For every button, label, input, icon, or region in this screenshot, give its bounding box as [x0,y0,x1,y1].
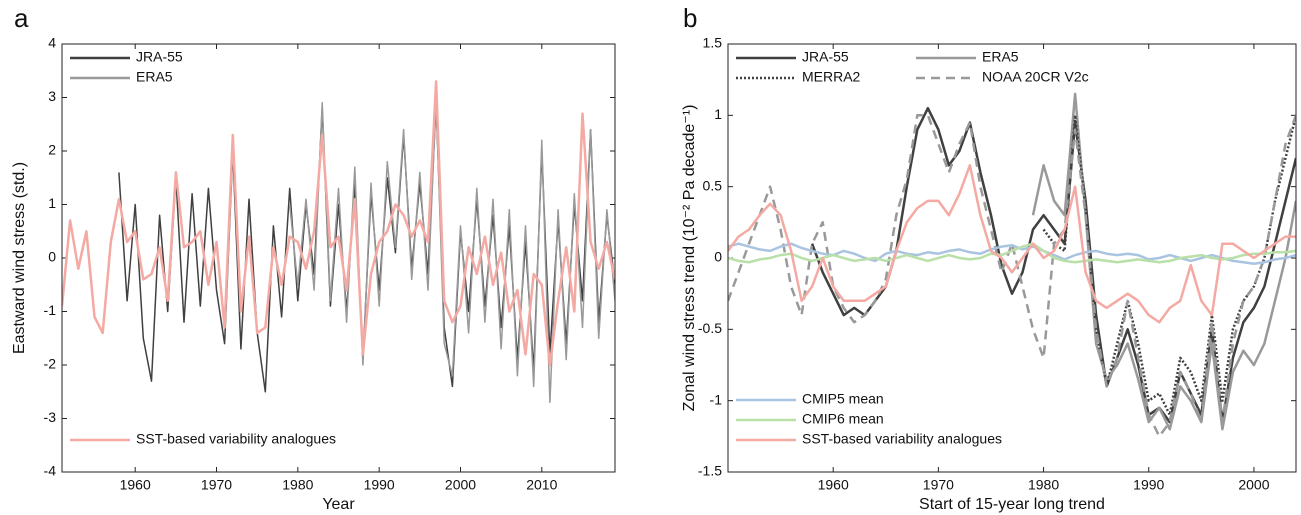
y-tick-label: 0.5 [703,177,723,193]
y-tick-label: 0 [48,249,56,265]
y-tick-label: -0.5 [698,320,722,336]
legend-label: MERRA2 [802,69,861,85]
panel-label: a [14,3,29,33]
y-tick-label: -2 [44,356,57,372]
y-axis-label: Zonal wind stress trend (10⁻² Pa decade⁻… [681,105,698,412]
y-tick-label: 1 [48,195,56,211]
plot-frame [61,43,616,473]
y-tick-label: -3 [44,409,57,425]
legend-label: CMIP5 mean [802,391,884,407]
data-line [728,114,1296,438]
legend-label: JRA-55 [802,49,849,65]
data-line [1042,114,1296,417]
y-tick-label: -1 [44,302,57,318]
legend-label: CMIP6 mean [802,411,884,427]
x-tick-label: 1990 [1133,477,1164,493]
y-tick-label: 1.5 [703,35,723,51]
x-tick-label: 1990 [364,477,395,493]
x-tick-label: 1970 [923,477,954,493]
y-tick-label: -4 [44,463,57,479]
x-tick-label: 2010 [526,477,557,493]
x-tick-label: 2000 [445,477,476,493]
plot-lines [62,80,615,404]
data-line [810,106,1296,424]
x-tick-label: 1970 [201,477,232,493]
x-tick-label: 1980 [282,477,313,493]
y-tick-label: 1 [714,106,722,122]
y-tick-label: 0 [714,249,722,265]
data-line [728,242,1296,265]
data-line [118,102,615,393]
x-tick-label: 2000 [1238,477,1269,493]
plot-frame [727,43,1297,473]
legend-label: ERA5 [136,69,173,85]
legend-label: ERA5 [982,49,1019,65]
legend-label: JRA-55 [136,49,183,65]
y-tick-label: -1.5 [698,463,722,479]
data-line [728,164,1296,324]
data-line [62,80,615,367]
x-tick-label: 1960 [818,477,849,493]
plot-lines [728,92,1296,438]
panel-label: b [683,3,697,33]
x-axis-label: Year [322,496,355,513]
legend-label: SST-based variability analogues [802,431,1002,447]
y-tick-label: 4 [48,35,56,51]
y-tick-label: 3 [48,88,56,104]
legend-label: SST-based variability analogues [136,431,336,447]
x-tick-label: 1960 [120,477,151,493]
y-tick-label: -1 [710,391,723,407]
x-tick-label: 1980 [1028,477,1059,493]
legend-label: NOAA 20CR V2c [982,69,1089,85]
data-line [1031,92,1296,431]
y-axis-label: Eastward wind stress (std.) [11,162,28,354]
y-tick-label: 2 [48,142,56,158]
x-axis-label: Start of 15-year long trend [919,496,1105,513]
